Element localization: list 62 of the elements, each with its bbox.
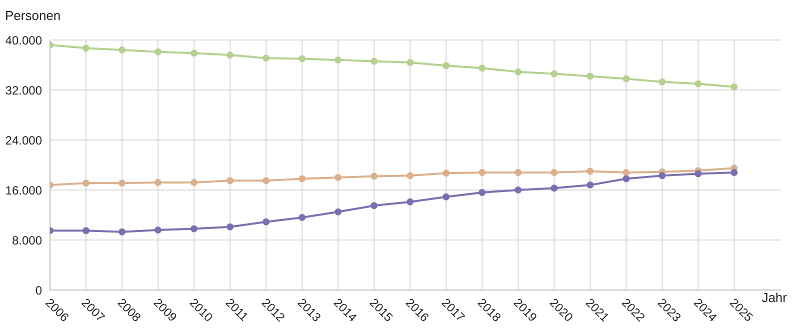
point [694, 170, 702, 178]
point [586, 182, 594, 188]
point [334, 208, 342, 216]
point [658, 172, 666, 180]
y-tick-label: 8.000 [12, 233, 42, 248]
point [190, 225, 198, 232]
point [154, 48, 162, 56]
point [658, 78, 666, 86]
point [442, 193, 450, 200]
point [82, 227, 90, 234]
point [370, 202, 378, 210]
point [478, 169, 486, 176]
point [694, 80, 702, 88]
point [262, 177, 270, 184]
point [118, 228, 126, 236]
point [226, 177, 234, 184]
point [514, 169, 522, 176]
point [118, 46, 126, 54]
point [622, 75, 630, 82]
point [586, 168, 594, 175]
point [406, 59, 414, 66]
point [514, 186, 522, 194]
point [730, 169, 738, 176]
point [298, 55, 306, 62]
point [154, 226, 162, 234]
point [370, 58, 378, 65]
point [262, 218, 270, 226]
point [442, 170, 450, 177]
point [190, 179, 198, 186]
point [190, 50, 198, 57]
point [82, 44, 90, 52]
y-tick-label: 0 [35, 283, 42, 298]
point [154, 179, 162, 186]
point [478, 64, 486, 72]
point [334, 174, 342, 181]
y-tick-label: 40.000 [5, 33, 42, 48]
point [550, 184, 558, 192]
point [226, 223, 234, 230]
point [478, 189, 486, 196]
point [730, 83, 738, 90]
point [406, 198, 414, 206]
point [118, 180, 126, 187]
point [82, 180, 90, 187]
point [550, 169, 558, 176]
point [262, 54, 270, 62]
point [370, 172, 378, 180]
point [334, 56, 342, 64]
x-axis-title: Jahr [762, 290, 788, 305]
point [298, 175, 306, 182]
point [622, 175, 630, 182]
point [298, 214, 306, 221]
y-tick-label: 32.000 [5, 83, 42, 98]
point [586, 72, 594, 80]
point [622, 169, 630, 176]
y-tick-label: 24.000 [5, 133, 42, 148]
point [442, 62, 450, 70]
y-tick-label: 16.000 [5, 183, 42, 198]
point [226, 52, 234, 58]
point [550, 70, 558, 78]
y-axis-title: Personen [5, 8, 61, 23]
point [406, 172, 414, 180]
point [514, 68, 522, 76]
